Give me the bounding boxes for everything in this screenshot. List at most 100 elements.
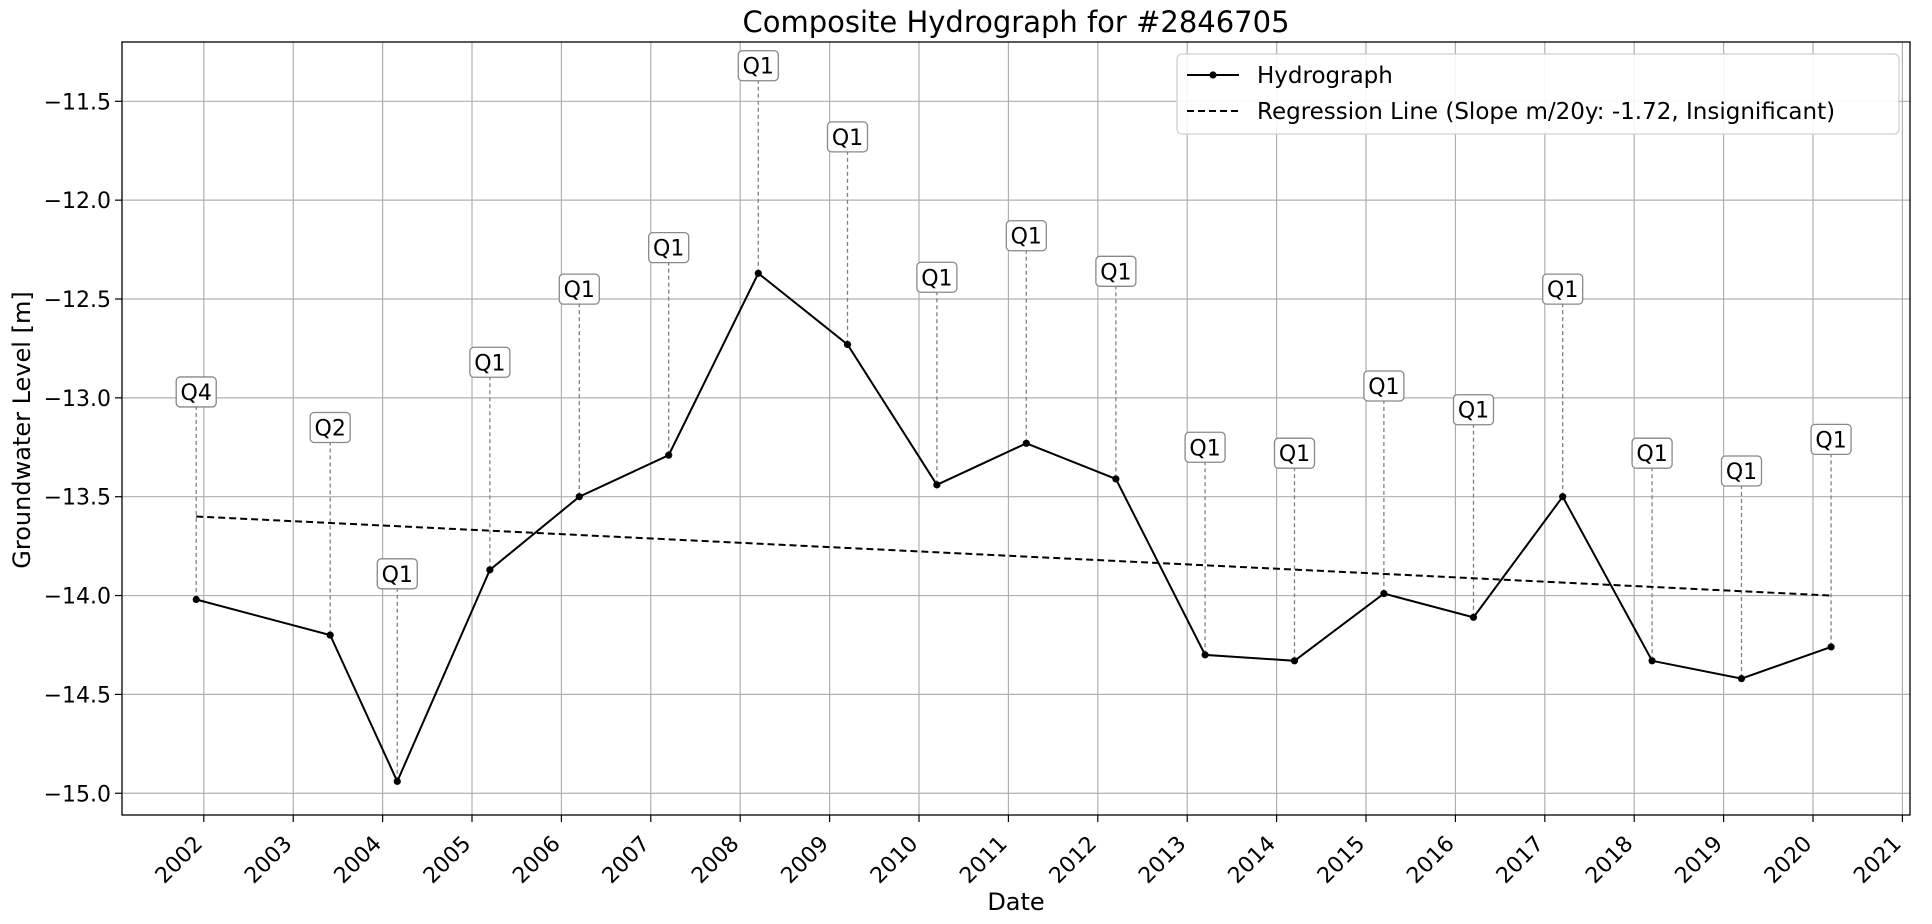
y-tick-label: −12.5 [44,288,111,313]
quarter-label: Q1 [1458,399,1489,424]
plot-frame [121,41,1911,816]
series-lines [195,271,1832,784]
hydrograph-point [192,595,200,604]
quarter-label-box [1452,394,1495,426]
hydrograph-point [1290,657,1299,665]
quarter-label: Q1 [1100,260,1131,285]
chart-title: Composite Hydrograph for #2846705 [742,5,1289,39]
axis-ticks: 2002 2003 2004 2005 2006 2007 2008 2009 2010 2011… [44,90,1907,889]
x-tick-label: 2004 [330,832,387,889]
hydrograph-point [1648,657,1656,665]
quarter-label-box [737,50,779,82]
grid [122,42,1910,815]
x-tick-label: 2007 [598,832,655,889]
x-tick-label: 2010 [866,832,923,889]
quarter-label-box [916,261,958,293]
hydrograph-point [665,451,673,459]
quarter-label: Q1 [1279,442,1310,467]
y-tick-label: −13.5 [44,486,111,511]
quarter-label: Q1 [1011,225,1042,250]
quarter-label-box [1720,455,1763,487]
x-tick-label: 2013 [1134,832,1191,889]
quarter-label-box [648,231,690,264]
quarter-label: Q1 [1189,436,1220,461]
quarter-label: Q1 [1368,375,1399,400]
quarter-label: Q1 [743,55,774,80]
x-tick-label: 2017 [1492,832,1549,889]
quarter-label: Q1 [1815,428,1846,453]
quarter-label-box [309,411,351,444]
x-tick-label: 2012 [1045,832,1102,889]
quarter-label-box [1631,437,1673,469]
hydrograph-point [1737,674,1746,683]
hydrograph-point [1112,475,1120,483]
x-tick-label: 2011 [955,832,1012,889]
quarter-label-box [826,121,869,153]
legend-box [1176,53,1900,135]
hydrograph-point [575,493,583,501]
y-tick-label: −11.5 [44,90,111,115]
x-tick-label: 2014 [1224,832,1281,889]
hydrograph-point [1380,589,1388,598]
legend: Hydrograph Regression Line (Slope m/20y: … [1176,53,1900,135]
quarter-label: Q2 [315,417,346,442]
quarter-label: Q1 [382,563,413,588]
hydrograph-point [393,777,401,785]
quarter-label: Q1 [653,237,684,262]
quarter-label-box [469,346,511,378]
y-tick-label: −14.0 [44,585,111,610]
x-tick-label: 2006 [508,832,565,889]
quarter-label: Q1 [1547,278,1578,303]
quarter-label: Q4 [181,381,212,406]
hydrograph-point [1559,493,1567,501]
quarter-label: Q1 [832,126,863,151]
y-tick-label: −12.0 [44,189,111,214]
y-tick-label: −15.0 [44,782,111,807]
regression-line [196,515,1832,597]
legend-hydrograph-marker [1209,71,1217,79]
y-tick-label: −13.0 [44,387,111,412]
x-tick-label: 2021 [1849,832,1906,889]
quarter-label: Q1 [921,266,952,291]
x-tick-label: 2019 [1671,832,1728,889]
x-tick-label: 2008 [687,832,744,889]
x-tick-label: 2009 [777,832,834,889]
hydrograph-point [933,481,941,489]
quarter-label-box [1363,370,1405,402]
legend-hydrograph-label: Hydrograph [1257,63,1393,89]
hydrograph-point [1201,651,1209,659]
quarter-label-box [175,376,217,408]
x-tick-label: 2003 [240,832,297,889]
hydrograph-point [1022,439,1030,447]
hydrograph-point [1469,613,1478,621]
quarter-label-box [1810,423,1852,456]
x-tick-label: 2018 [1581,832,1638,889]
quarter-label-box [1184,431,1226,463]
quarter-label-box [1095,255,1137,287]
quarter-label-box [1005,220,1047,252]
quarter-label: Q1 [1636,442,1667,467]
y-tick-label: −14.5 [44,683,111,708]
quarter-stems [195,79,1832,782]
quarter-label-box [558,273,600,305]
quarter-labels: Q4 Q2 Q1 Q1 Q1 Q1 Q1 Q1 Q1 Q1 Q1 Q1 Q1 Q1 Q1 Q1 Q1 Q1 Q1 [175,50,1852,590]
hydrograph-point [1827,643,1835,651]
legend-regression-label: Regression Line (Slope m/20y: -1.72, Ins… [1257,99,1835,125]
hydrograph-point [326,631,334,639]
y-axis-label: Groundwater Level [m] [8,291,36,568]
quarter-label: Q1 [564,278,595,303]
x-tick-label: 2020 [1760,832,1817,889]
quarter-label-box [376,558,418,590]
x-axis-label: Date [987,888,1044,916]
x-tick-label: 2016 [1402,832,1459,889]
x-tick-label: 2005 [419,832,476,889]
hydrograph-point [754,269,762,277]
quarter-label: Q1 [474,351,505,376]
series-markers [192,269,1835,785]
hydrograph-point [843,340,852,349]
x-tick-label: 2002 [151,832,208,889]
hydrograph-point [486,566,494,574]
x-tick-label: 2015 [1313,832,1370,889]
